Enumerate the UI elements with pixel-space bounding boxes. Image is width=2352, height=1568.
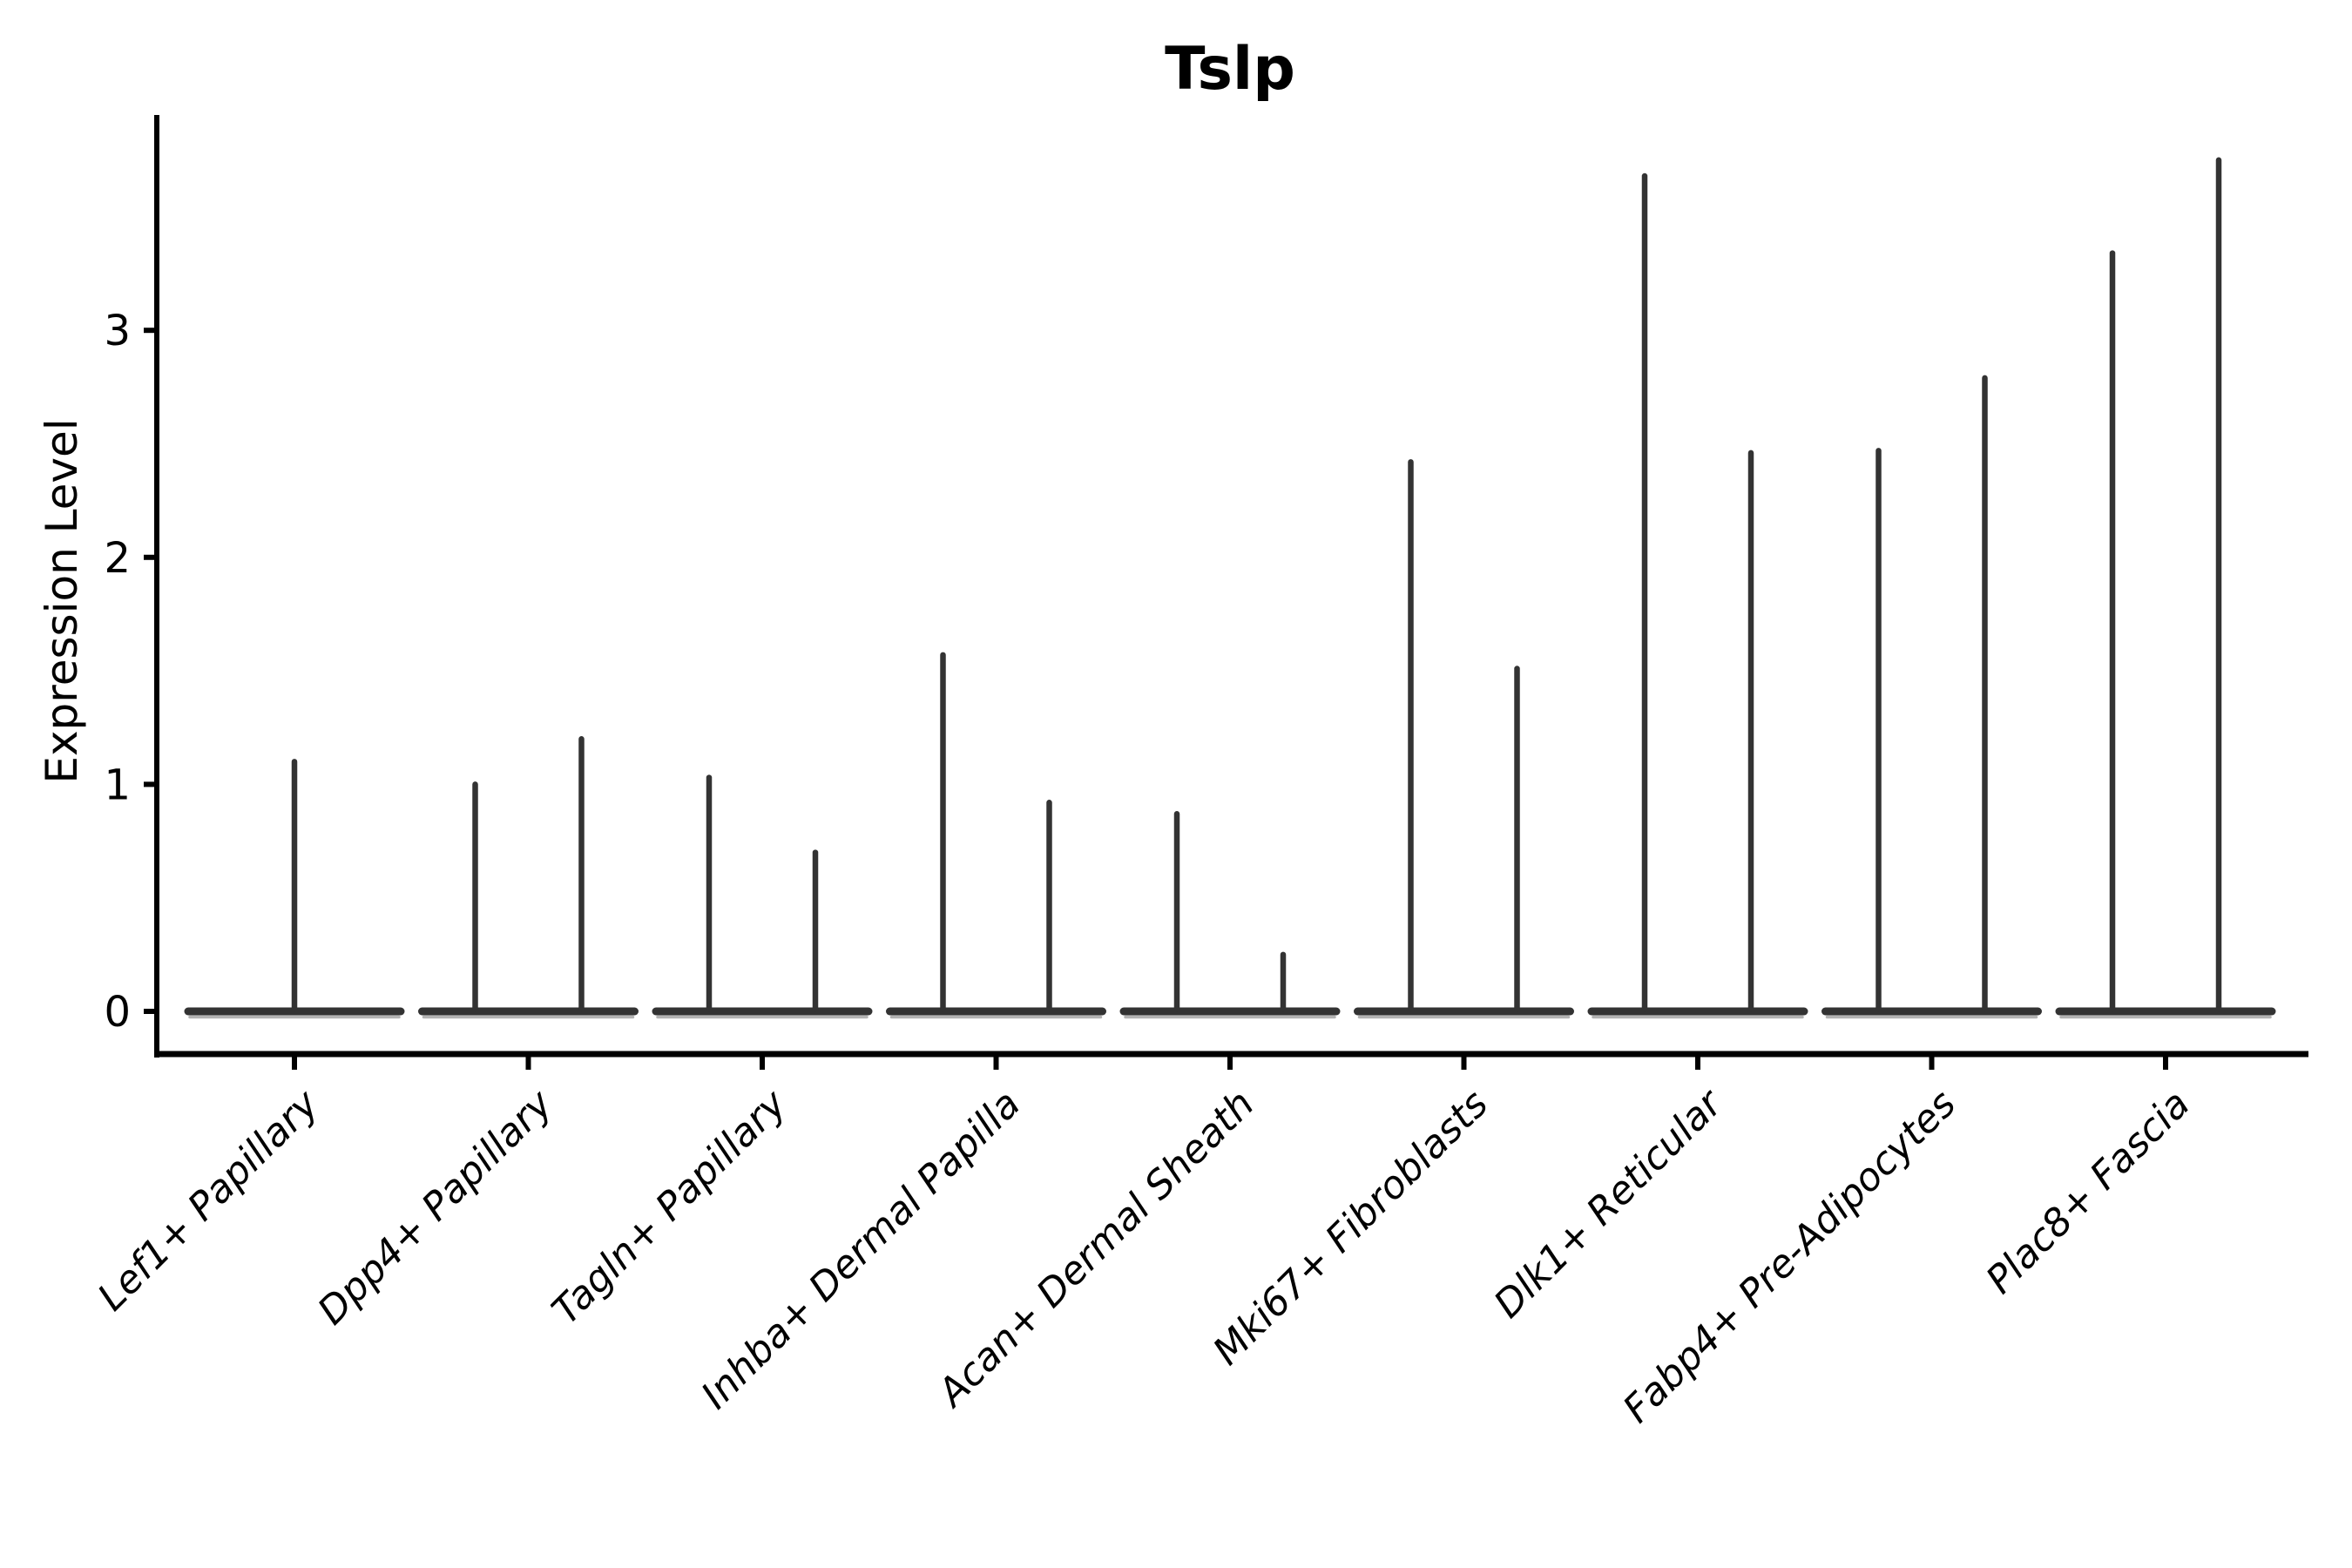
- y-tick-label-3: 3: [104, 307, 131, 355]
- y-tick-label-2: 2: [104, 534, 131, 583]
- y-tick-label-1: 1: [104, 760, 131, 809]
- chart-title: Tslp: [1165, 35, 1295, 104]
- x-tick-label-9: Plac8+ Fascia: [1977, 1082, 2198, 1302]
- x-tick-label-1: Lef1+ Papillary: [90, 1081, 328, 1320]
- y-axis-label: Expression Level: [37, 418, 87, 783]
- x-tick-label-7: Dlk1+ Reticular: [1485, 1080, 1732, 1327]
- y-tick-label-0: 0: [104, 988, 131, 1037]
- x-tick-label-2: Dpp4+ Papillary: [309, 1081, 562, 1334]
- x-tick-label-3: Tagln+ Papillary: [544, 1081, 795, 1333]
